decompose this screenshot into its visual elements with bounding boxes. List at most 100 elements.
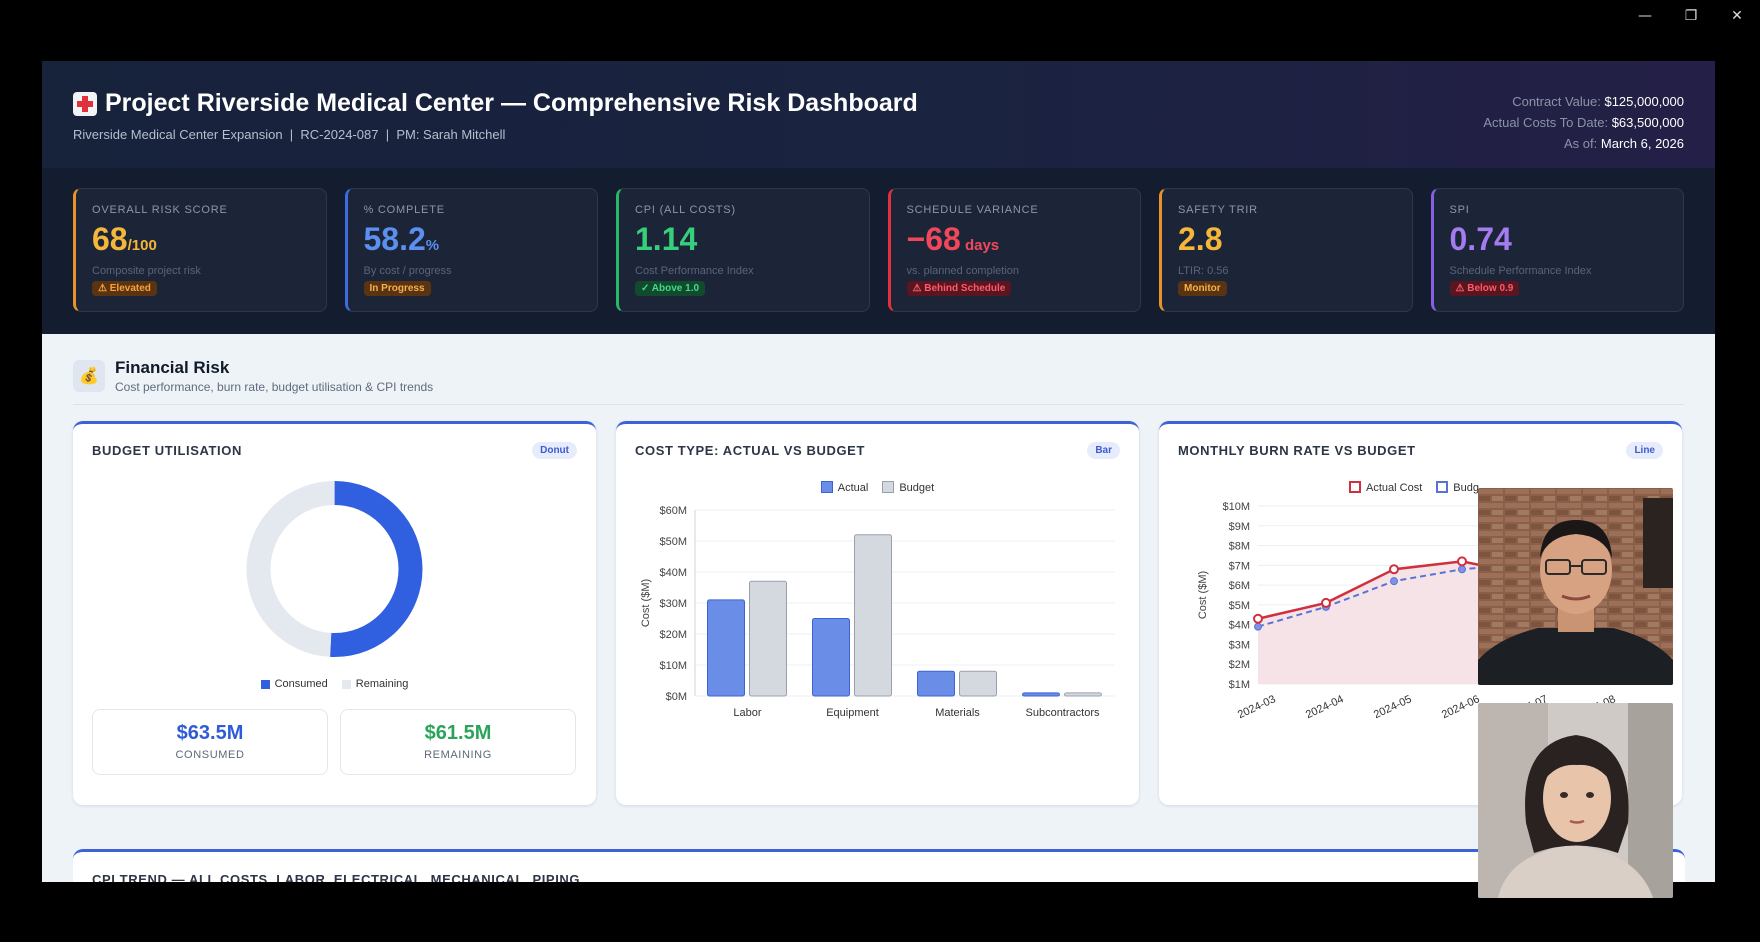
y-tick-label: $0M: [666, 691, 687, 703]
kpi-unit: /100: [127, 237, 157, 254]
x-tick-label: 2024-03: [1236, 693, 1278, 721]
project-manager: PM: Sarah Mitchell: [396, 127, 506, 142]
line-legend: Actual Cost Budg: [1178, 481, 1663, 494]
legend-label: Actual: [837, 482, 869, 494]
y-tick-label: $40M: [659, 567, 687, 579]
participant-video-icon: [1478, 703, 1673, 898]
legend-item-consumed[interactable]: Consumed: [260, 678, 328, 690]
legend-item-budget[interactable]: Budget: [882, 481, 934, 494]
chart-cards: Budget Utilisation Donut Consumed Remain…: [73, 421, 1684, 805]
remaining-stat: $61.5M Remaining: [340, 709, 576, 775]
y-tick-label: $60M: [659, 505, 687, 517]
kpi-card[interactable]: % Complete 58.2% By cost / progress In P…: [344, 188, 598, 312]
legend-swatch: [882, 481, 895, 493]
consumed-label: Consumed: [175, 749, 245, 761]
y-tick-label: $50M: [659, 536, 687, 548]
x-tick-label: Materials: [935, 707, 980, 719]
project-name: Riverside Medical Center Expansion: [73, 127, 283, 142]
kpi-note: Composite project risk: [92, 265, 201, 277]
dashboard-header: Project Riverside Medical Center — Compr…: [42, 61, 1715, 168]
dashboard-page: Project Riverside Medical Center — Compr…: [42, 61, 1715, 882]
y-tick-label: $10M: [659, 660, 687, 672]
kpi-value: 68/100: [92, 221, 310, 264]
minimize-icon[interactable]: —: [1638, 8, 1652, 24]
actual-cost-point: [1253, 613, 1263, 624]
y-tick-label: $3M: [1229, 639, 1250, 651]
kpi-number: 58.2: [363, 221, 426, 257]
section-subtitle: Cost performance, burn rate, budget util…: [115, 380, 434, 394]
cost-bar-chart: $0M $10M $20M $30M $40M $50M $60M Cost ($M) Labo…: [640, 505, 1115, 719]
budget-point: [1458, 565, 1466, 574]
legend-item-budget[interactable]: Budg: [1436, 481, 1479, 494]
y-tick-label: $1M: [1229, 679, 1250, 691]
status-badge: Monitor: [1178, 281, 1227, 296]
legend-item-actual-cost[interactable]: Actual Cost: [1349, 481, 1422, 494]
x-tick-label: 2024-05: [1372, 693, 1414, 721]
kpi-card[interactable]: SPI 0.74 Schedule Performance Index ⚠ Be…: [1430, 188, 1684, 312]
bar-budget: [854, 534, 892, 697]
kpi-value: −68 days: [907, 221, 1125, 264]
project-meta: Contract Value: $125,000,000 Actual Cost…: [1483, 91, 1684, 154]
card-title: Monthly Burn Rate vs Budget: [1178, 443, 1416, 458]
close-icon[interactable]: ✕: [1731, 8, 1743, 24]
kpi-value: 1.14: [635, 221, 853, 264]
x-tick-label: Equipment: [826, 707, 879, 719]
kpi-label: Overall Risk Score: [92, 204, 228, 216]
remaining-value: $61.5M: [424, 722, 492, 744]
contract-value: $125,000,000: [1604, 94, 1684, 109]
budget-utilisation-card: Budget Utilisation Donut Consumed Remain…: [73, 421, 596, 805]
restore-icon[interactable]: ❐: [1684, 8, 1698, 24]
x-tick-label: Labor: [733, 707, 761, 719]
kpi-card[interactable]: Safety TRIR 2.8 LTIR: 0.56 Monitor: [1159, 188, 1413, 312]
status-badge: ⚠ Below 0.9: [1449, 281, 1520, 296]
kpi-label: Schedule Variance: [906, 204, 1039, 216]
separator: |: [385, 127, 390, 142]
status-badge: ⚠ Elevated: [92, 281, 157, 296]
legend-item-remaining[interactable]: Remaining: [341, 678, 408, 690]
legend-label: Budget: [899, 482, 935, 494]
remaining-label: Remaining: [424, 749, 492, 761]
project-subtitle: Riverside Medical Center Expansion | RC-…: [73, 127, 1684, 142]
kpi-number: 0.74: [1449, 221, 1512, 257]
bar-budget: [1064, 692, 1102, 697]
bar-actual: [1022, 692, 1060, 697]
kpi-note: LTIR: 0.56: [1178, 265, 1229, 277]
legend-swatch: [1349, 481, 1361, 493]
costs-value: $63,500,000: [1611, 115, 1684, 130]
legend-item-actual[interactable]: Actual: [820, 481, 869, 494]
kpi-card[interactable]: CPI (All Costs) 1.14 Cost Performance In…: [616, 188, 870, 312]
chart-type-tag: Bar: [1087, 442, 1120, 459]
y-axis-label: Cost ($M): [640, 579, 652, 627]
kpi-card[interactable]: Overall Risk Score 68/100 Composite proj…: [73, 188, 327, 312]
section-header: 💰 Financial Risk Cost performance, burn …: [73, 358, 1684, 405]
financial-section: 💰 Financial Risk Cost performance, burn …: [42, 334, 1715, 805]
actual-cost-point: [1389, 564, 1399, 575]
page-title-text: Project Riverside Medical Center — Compr…: [105, 89, 918, 117]
kpi-unit: days: [960, 237, 1000, 254]
legend-swatch: [260, 680, 270, 689]
cost-type-card: Cost Type: Actual vs Budget Bar Actual B…: [616, 421, 1139, 805]
y-tick-label: $10M: [1222, 501, 1250, 513]
asof-value: March 6, 2026: [1600, 136, 1684, 151]
actual-cost-point: [1457, 556, 1467, 567]
x-tick-label: 2024-06: [1440, 693, 1482, 721]
y-tick-label: $20M: [659, 629, 687, 641]
kpi-value: 0.74: [1450, 221, 1668, 264]
kpi-label: % Complete: [363, 204, 445, 216]
card-title: Budget Utilisation: [92, 443, 242, 458]
chart-type-tag: Donut: [532, 442, 577, 459]
y-tick-label: $8M: [1229, 541, 1250, 553]
kpi-label: Safety TRIR: [1178, 204, 1258, 216]
kpi-note: By cost / progress: [363, 265, 452, 277]
video-tile-presenter[interactable]: [1478, 488, 1673, 685]
page-title: Project Riverside Medical Center — Compr…: [73, 89, 1684, 118]
kpi-number: 2.8: [1178, 221, 1223, 257]
bar-budget: [959, 670, 997, 697]
budget-point: [1390, 577, 1398, 586]
actual-cost-point: [1321, 597, 1331, 608]
window-controls: — ❐ ✕: [1622, 0, 1760, 32]
video-tile-participant[interactable]: [1478, 703, 1673, 898]
kpi-card[interactable]: Schedule Variance −68 days vs. planned c…: [887, 188, 1141, 312]
y-axis-label: Cost ($M): [1197, 571, 1209, 619]
y-tick-label: $7M: [1229, 560, 1250, 572]
